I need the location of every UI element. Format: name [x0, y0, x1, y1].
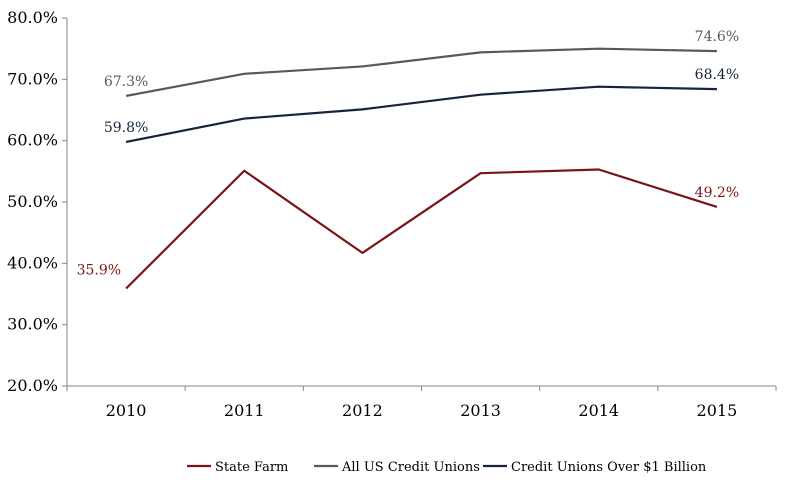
y-tick-label: 70.0% [7, 69, 58, 88]
x-tick-label: 2012 [342, 401, 383, 420]
data-point [360, 251, 364, 255]
data-label: 74.6% [695, 29, 739, 45]
data-point [242, 72, 246, 76]
x-tick-label: 2014 [578, 401, 619, 420]
series-line-credit-unions-over-1-billion [125, 85, 717, 143]
y-tick-label: 40.0% [7, 253, 58, 272]
data-point [597, 167, 601, 171]
data-labels: 35.9% 49.2% 67.3% 74.6% 59.8% 68.4% [77, 29, 740, 278]
y-tick-label: 80.0% [7, 8, 58, 27]
data-point [479, 50, 483, 54]
data-point [242, 117, 246, 121]
series-layer [124, 47, 719, 290]
data-label: 59.8% [104, 120, 148, 136]
x-tick-label: 2011 [224, 401, 265, 420]
y-tick-label: 30.0% [7, 315, 58, 334]
y-tick-label: 50.0% [7, 192, 58, 211]
data-point [360, 107, 364, 111]
y-tick-label: 20.0% [7, 376, 58, 395]
data-point [124, 140, 128, 144]
data-point [242, 169, 246, 173]
data-point [124, 94, 128, 98]
legend-label: State Farm [215, 460, 288, 475]
data-label: 49.2% [695, 185, 739, 201]
legend-label: All US Credit Unions [341, 460, 480, 475]
y-axis: 20.0% 30.0% 40.0% 50.0% 60.0% 70.0% 80.0% [7, 8, 68, 395]
legend: State Farm All US Credit Unions Credit Uni… [187, 460, 707, 475]
legend-label: Credit Unions Over $1 Billion [511, 460, 707, 475]
x-tick-label: 2013 [460, 401, 501, 420]
x-tick-label: 2015 [697, 401, 738, 420]
data-point [479, 93, 483, 97]
data-point [715, 87, 719, 91]
series-line-all-us-credit-unions [125, 47, 717, 97]
data-point [597, 47, 601, 51]
y-tick-label: 60.0% [7, 131, 58, 150]
data-label: 35.9% [77, 262, 121, 278]
x-tick-label: 2010 [106, 401, 147, 420]
data-point [715, 49, 719, 53]
data-point [360, 64, 364, 68]
data-point [124, 286, 128, 290]
data-label: 67.3% [104, 74, 148, 90]
x-axis: 2010 2011 2012 2013 2014 2015 [66, 385, 777, 420]
data-point [597, 85, 601, 89]
data-point [715, 205, 719, 209]
series-line-state-farm [125, 168, 718, 290]
data-point [479, 171, 483, 175]
data-label: 68.4% [695, 67, 739, 83]
